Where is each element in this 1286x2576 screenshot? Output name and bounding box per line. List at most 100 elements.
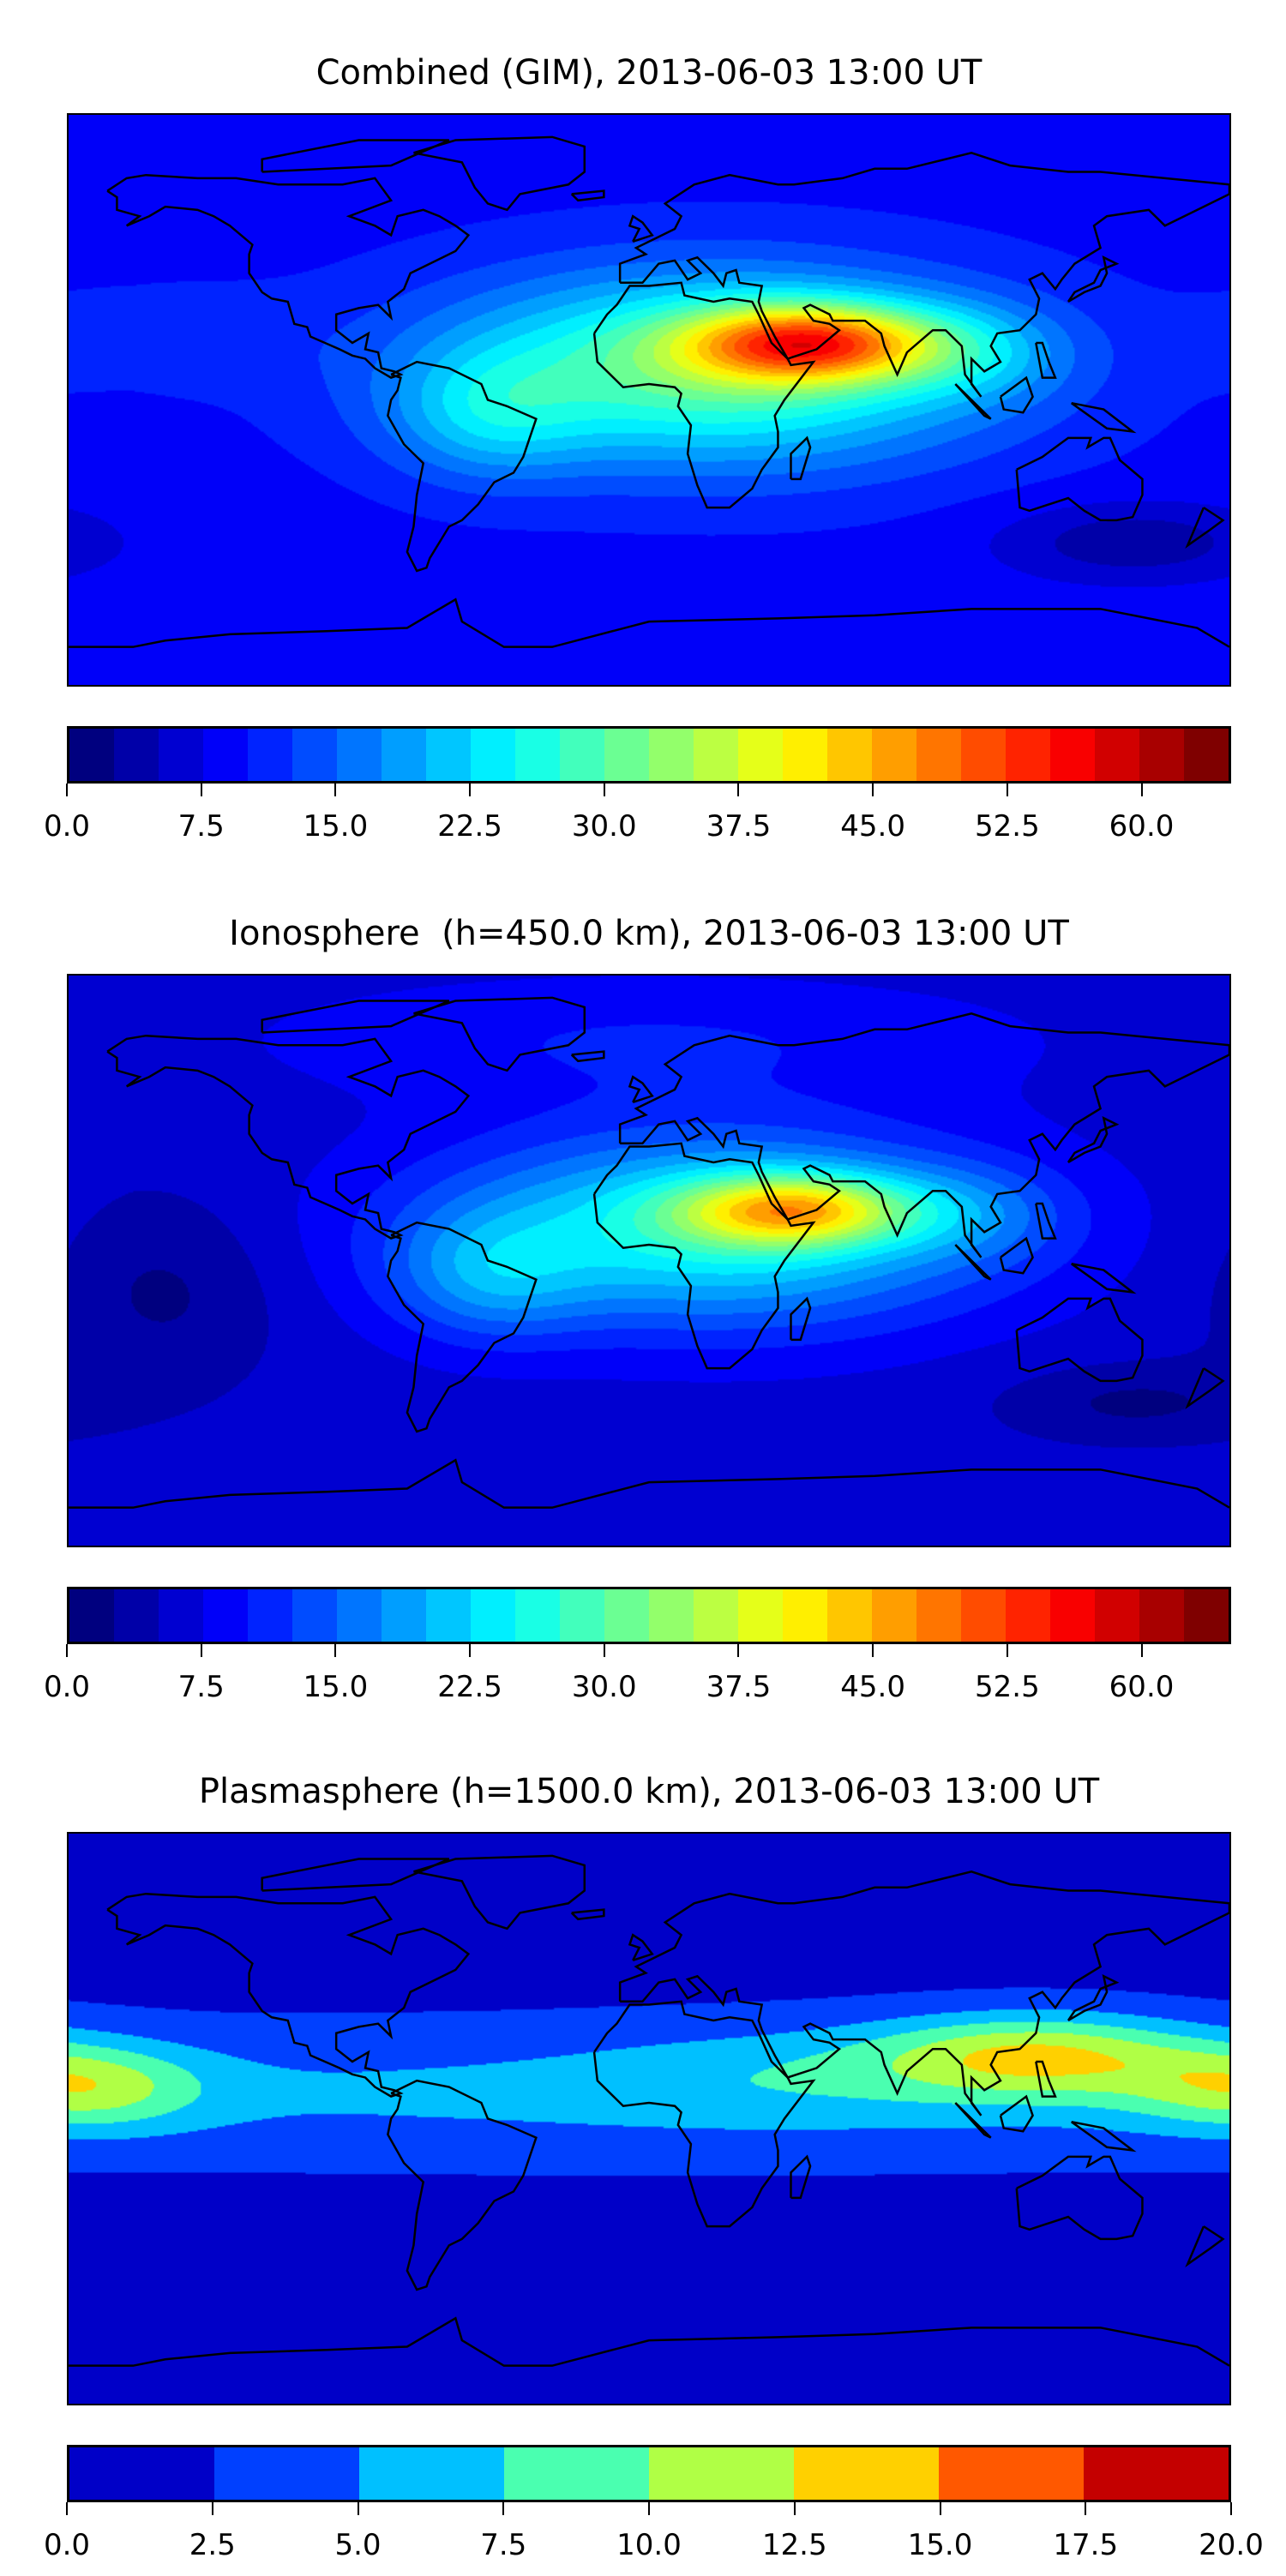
colorbar-tick	[872, 784, 874, 796]
colorbar-tick-label: 30.0	[571, 1670, 637, 1704]
coastline	[790, 1299, 810, 1340]
colorbar-tick	[469, 784, 472, 796]
map-axes	[67, 113, 1231, 687]
colorbar-band	[471, 1589, 515, 1642]
colorbar-band	[203, 1589, 248, 1642]
colorbar-tick-label: 52.5	[974, 1670, 1040, 1704]
colorbar-band	[426, 729, 471, 781]
colorbar-band	[504, 2447, 649, 2500]
colorbar-band	[649, 1589, 694, 1642]
coastlines	[69, 1834, 1229, 2404]
colorbar-tick	[357, 2502, 359, 2515]
colorbar-tick-label: 7.5	[177, 1670, 225, 1704]
coastline	[572, 191, 604, 201]
colorbar-tick	[793, 2502, 796, 2515]
coastline	[1001, 1239, 1033, 1274]
contour-field	[69, 1834, 1229, 2404]
colorbar-tick-label: 45.0	[840, 1670, 905, 1704]
colorbar-band	[794, 2447, 939, 2500]
coastline	[1017, 2157, 1143, 2239]
colorbar-band	[649, 729, 694, 781]
colorbar-band	[1095, 1589, 1139, 1642]
colorbar-band	[203, 729, 248, 781]
coastline	[1068, 1976, 1116, 2021]
colorbar-tick	[1085, 2502, 1087, 2515]
colorbar-ticks: 0.0 7.5 15.0 22.5 30.0 37.5 45.0 52.5 60.0	[44, 1644, 1231, 1713]
coastline	[1017, 438, 1143, 520]
colorbar-band	[827, 1589, 872, 1642]
coastline	[790, 2157, 810, 2198]
colorbar-tick	[872, 1644, 874, 1657]
coastline	[629, 1935, 652, 1961]
coastline	[594, 2002, 814, 2226]
colorbar-band	[738, 729, 783, 781]
colorbar-band	[159, 729, 203, 781]
contour-field	[69, 976, 1229, 1546]
colorbar-band	[248, 1589, 292, 1642]
coastline	[1036, 343, 1055, 378]
colorbar-band	[515, 729, 560, 781]
coastline	[1001, 378, 1033, 413]
colorbar-band	[471, 729, 515, 781]
colorbar-tick-label: 2.5	[189, 2528, 236, 2562]
coastline	[107, 1036, 468, 1238]
colorbar-tick-label: 0.0	[43, 809, 91, 844]
colorbar	[67, 726, 1231, 784]
colorbar-band	[69, 729, 114, 781]
colorbar-tick-label: 0.0	[43, 2528, 91, 2562]
coastline	[69, 599, 1229, 646]
colorbar-tick	[1140, 1644, 1143, 1657]
panel-ionosphere: Ionosphere (h=450.0 km), 2013-06-03 13:0…	[0, 861, 1286, 1718]
colorbar-band	[1139, 729, 1184, 781]
colorbar-band	[1006, 729, 1050, 781]
colorbar-band	[872, 729, 916, 781]
colorbar-tick-label: 37.5	[706, 809, 772, 844]
coastlines	[69, 115, 1229, 685]
colorbar-tick	[200, 1644, 202, 1657]
colorbar-tick-label: 52.5	[974, 809, 1040, 844]
coastline	[262, 1001, 449, 1033]
coastline	[620, 1871, 1229, 2115]
coastline	[1072, 1264, 1133, 1292]
colorbar-tick	[737, 784, 740, 796]
colorbar-band	[1139, 1589, 1184, 1642]
plot-title: Combined (GIM), 2013-06-03 13:00 UT	[315, 53, 983, 93]
contour-field	[69, 115, 1229, 685]
coastline	[388, 362, 536, 571]
colorbar-tick	[211, 2502, 213, 2515]
coastline	[955, 384, 990, 419]
colorbar-band	[649, 2447, 794, 2500]
coastline	[1001, 2097, 1033, 2132]
map-axes	[67, 974, 1231, 1547]
coastline	[69, 1460, 1229, 1507]
colorbar-band	[1006, 1589, 1050, 1642]
colorbar-band	[69, 2447, 214, 2500]
colorbar-band	[69, 1589, 114, 1642]
coastline	[620, 1013, 1229, 1257]
coastline	[1068, 1118, 1116, 1162]
colorbar-tick	[1230, 2502, 1232, 2515]
colorbar-tick	[66, 784, 68, 796]
coastline	[107, 1894, 468, 2096]
colorbar-band	[337, 729, 382, 781]
colorbar-band	[872, 1589, 916, 1642]
colorbar-band	[783, 1589, 827, 1642]
coastline	[594, 283, 814, 507]
coastline	[620, 153, 1229, 396]
colorbar-tick	[1140, 784, 1143, 796]
colorbar-band	[694, 729, 738, 781]
colorbar-tick-label: 45.0	[840, 809, 905, 844]
coastline	[388, 2081, 536, 2290]
coastline	[1187, 507, 1223, 545]
colorbar-band	[738, 1589, 783, 1642]
colorbar-band	[359, 2447, 504, 2500]
colorbar-band	[214, 2447, 359, 2500]
colorbar-tick	[648, 2502, 650, 2515]
colorbar-band	[515, 1589, 560, 1642]
colorbar-tick-label: 60.0	[1109, 1670, 1175, 1704]
panel-combined: Combined (GIM), 2013-06-03 13:00 UT 0.0 7…	[0, 0, 1286, 857]
colorbar-band	[961, 729, 1006, 781]
colorbar-band	[1184, 1589, 1229, 1642]
colorbar-band	[783, 729, 827, 781]
colorbar-tick	[1006, 1644, 1008, 1657]
